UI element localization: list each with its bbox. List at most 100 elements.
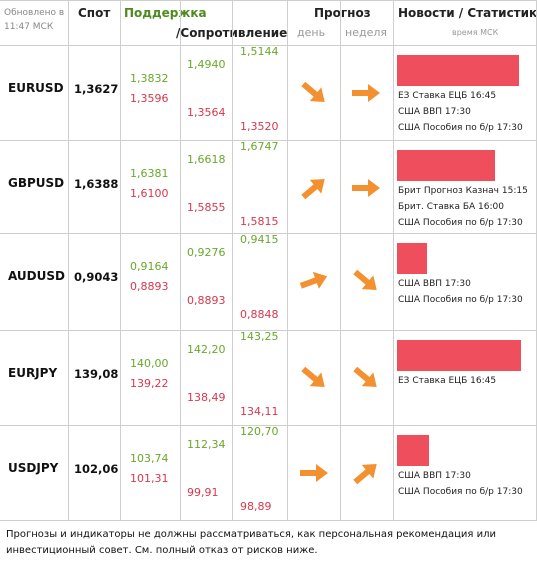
forecast-arrow [346, 454, 386, 493]
resistance-level: 1,3564 [187, 106, 226, 119]
resistance-level: 99,91 [187, 486, 219, 499]
news-item: США Пособия по б/р 17:30 [398, 218, 523, 228]
forecast-arrow [298, 461, 330, 485]
pair: EURJPY [8, 366, 58, 380]
arrow-icon [301, 366, 325, 387]
resistance-level: 1,3520 [240, 120, 279, 133]
news-item: Брит Прогноз Казнач 15:15 [398, 186, 528, 196]
news-item: США ВВП 17:30 [398, 279, 471, 289]
arrow-icon [299, 271, 328, 289]
resistance-level: 1,6100 [130, 187, 169, 200]
news-header: Новости / Статистика [398, 6, 537, 20]
forecast-arrow [295, 264, 333, 297]
resistance-level: 1,5855 [187, 201, 226, 214]
news-item: ЕЗ Ставка ЕЦБ 16:45 [398, 91, 497, 101]
support-level: 1,6618 [187, 153, 226, 166]
resistance-level: 98,89 [240, 500, 272, 513]
row-border [0, 330, 537, 331]
col-border [232, 0, 233, 520]
spot-header: Спот [78, 6, 111, 20]
spot: 1,6388 [74, 177, 119, 191]
news-bar [397, 243, 427, 274]
support-level: 1,6381 [130, 167, 169, 180]
row-border [0, 233, 537, 234]
spot: 139,08 [74, 367, 119, 381]
support-level: 1,6747 [240, 140, 279, 153]
pair: USDJPY [8, 461, 59, 475]
news-item: США Пособия по б/р 17:30 [398, 295, 523, 305]
news-item: ЕЗ Ставка ЕЦБ 16:45 [398, 376, 497, 386]
resistance-level: 101,31 [130, 472, 169, 485]
forecast-arrow [294, 359, 334, 398]
resistance-level: 0,8848 [240, 308, 279, 321]
news-bar [397, 55, 519, 86]
news-item: Брит. Ставка БА 16:00 [398, 202, 504, 212]
spot: 1,3627 [74, 82, 119, 96]
forecast-arrow [350, 81, 382, 105]
col-border [393, 0, 394, 520]
week-header: неделя [345, 26, 387, 39]
forecast-header: Прогноз [314, 6, 371, 20]
news-bar [397, 435, 429, 466]
updated: Обновлено в 11:47 МСК [4, 8, 65, 32]
support-level: 142,20 [187, 343, 226, 356]
support-level: 143,25 [240, 330, 279, 343]
support-level: 1,3832 [130, 72, 169, 85]
col-border [68, 0, 69, 520]
pair: AUDUSD [8, 269, 65, 283]
row-border [0, 140, 537, 141]
resistance-header: /Сопротивление [176, 26, 287, 40]
support-level: 0,9415 [240, 233, 279, 246]
news-item: США Пособия по б/р 17:30 [398, 487, 523, 497]
support-level: 1,5144 [240, 45, 279, 58]
resistance-level: 0,8893 [130, 280, 169, 293]
forecast-arrow [350, 176, 382, 200]
disclaimer: Прогнозы и индикаторы не должны рассматр… [6, 529, 496, 556]
arrow-icon [352, 84, 380, 102]
resistance-level: 1,3596 [130, 92, 169, 105]
support-level: 103,74 [130, 452, 169, 465]
news-item: США Пособия по б/р 17:30 [398, 123, 523, 133]
pair: EURUSD [8, 81, 64, 95]
arrow-icon [353, 366, 377, 387]
col-border [180, 0, 181, 520]
arrow-icon [300, 464, 328, 482]
support-level: 120,70 [240, 425, 279, 438]
forecast-arrow [346, 262, 386, 301]
resistance-level: 139,22 [130, 377, 169, 390]
support-level: 0,9164 [130, 260, 169, 273]
resistance-level: 1,5815 [240, 215, 279, 228]
time-header: время МСК [452, 28, 499, 37]
arrow-icon [301, 81, 325, 102]
support-level: 140,00 [130, 357, 169, 370]
forecast-arrow [294, 74, 334, 113]
row-border [0, 520, 537, 521]
resistance-level: 138,49 [187, 391, 226, 404]
forecast-arrow [294, 169, 334, 208]
resistance-level: 0,8893 [187, 294, 226, 307]
day-header: день [297, 26, 326, 39]
arrow-icon [301, 179, 325, 200]
support-level: 1,4940 [187, 58, 226, 71]
arrow-icon [352, 179, 380, 197]
forecast-arrow [346, 359, 386, 398]
arrow-icon [353, 464, 377, 485]
news-bar [397, 150, 495, 181]
col-border [340, 0, 341, 520]
pair: GBPUSD [8, 176, 65, 190]
row-border [0, 0, 537, 1]
support-level: 0,9276 [187, 246, 226, 259]
resistance-level: 134,11 [240, 405, 279, 418]
news-item: США ВВП 17:30 [398, 107, 471, 117]
row-border [0, 45, 537, 46]
news-item: США ВВП 17:30 [398, 471, 471, 481]
col-border [120, 0, 121, 520]
arrow-icon [353, 269, 377, 290]
spot: 102,06 [74, 462, 119, 476]
col-border [287, 0, 288, 520]
support-level: 112,34 [187, 438, 226, 451]
spot: 0,9043 [74, 270, 119, 284]
support-header: Поддержка [124, 6, 207, 20]
row-border [0, 425, 537, 426]
